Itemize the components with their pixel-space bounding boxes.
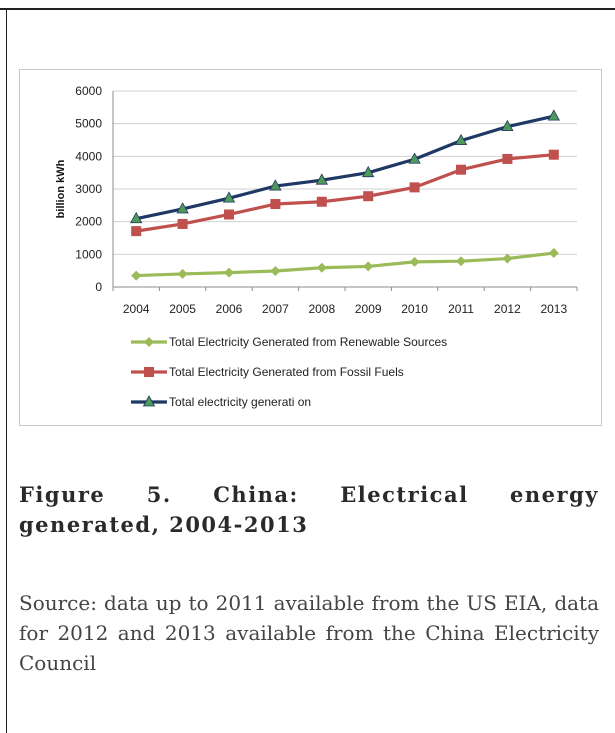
x-tick-label: 2008	[308, 302, 335, 316]
data-point	[131, 271, 141, 281]
series-line-3	[136, 116, 554, 219]
data-point	[224, 209, 234, 219]
data-point	[548, 110, 559, 120]
y-tick-label: 5000	[75, 117, 102, 131]
frame-top-rule	[0, 8, 615, 10]
line-chart: 0 1000 2000 3000 4000 5000 6000 2004 2005 2006 200…	[20, 70, 601, 425]
legend-label: Total electricity generati on	[169, 395, 311, 409]
x-tick-label: 2010	[401, 302, 428, 316]
legend-label: Total Electricity Generated from Fossil …	[169, 365, 404, 379]
data-point	[549, 150, 559, 160]
data-point	[456, 256, 466, 266]
series-line-2	[136, 155, 554, 231]
data-point	[131, 226, 141, 236]
data-point	[317, 197, 327, 207]
x-tick-label: 2013	[540, 302, 567, 316]
data-point	[317, 263, 327, 273]
data-point	[549, 248, 559, 258]
data-point	[410, 182, 420, 192]
y-tick-label: 2000	[75, 215, 102, 229]
frame-left-rule	[6, 8, 7, 733]
data-point	[178, 269, 188, 279]
x-tick-label: 2012	[494, 302, 521, 316]
data-point	[363, 191, 373, 201]
y-tick-label: 6000	[75, 84, 102, 98]
y-tick-label: 0	[95, 280, 102, 294]
legend-marker	[144, 367, 154, 377]
data-point	[456, 165, 466, 175]
legend-label: Total Electricity Generated from Renewab…	[169, 335, 447, 349]
series-line-1	[136, 253, 554, 276]
x-tick-label: 2005	[169, 302, 196, 316]
data-point	[410, 257, 420, 267]
data-point	[363, 261, 373, 271]
y-tick-label: 4000	[75, 149, 102, 163]
x-tick-label: 2009	[355, 302, 382, 316]
figure-source: Source: data up to 2011 available from t…	[19, 588, 599, 678]
y-axis-label: billion kWh	[55, 159, 67, 218]
y-tick-label: 1000	[75, 247, 102, 261]
x-tick-label: 2006	[216, 302, 243, 316]
data-point	[178, 219, 188, 229]
x-tick-label: 2011	[448, 302, 474, 316]
data-point	[224, 268, 234, 278]
y-tick-label: 3000	[75, 182, 102, 196]
figure-caption: Figure 5. China: Electrical energy gener…	[19, 480, 599, 540]
x-tick-label: 2007	[262, 302, 289, 316]
x-tick-label: 2004	[123, 302, 150, 316]
data-point	[502, 254, 512, 264]
data-point	[270, 199, 280, 209]
data-point	[270, 266, 280, 276]
data-point	[502, 154, 512, 164]
chart-container: 0 1000 2000 3000 4000 5000 6000 2004 2005 2006 200…	[19, 69, 602, 426]
legend-marker	[144, 337, 154, 347]
